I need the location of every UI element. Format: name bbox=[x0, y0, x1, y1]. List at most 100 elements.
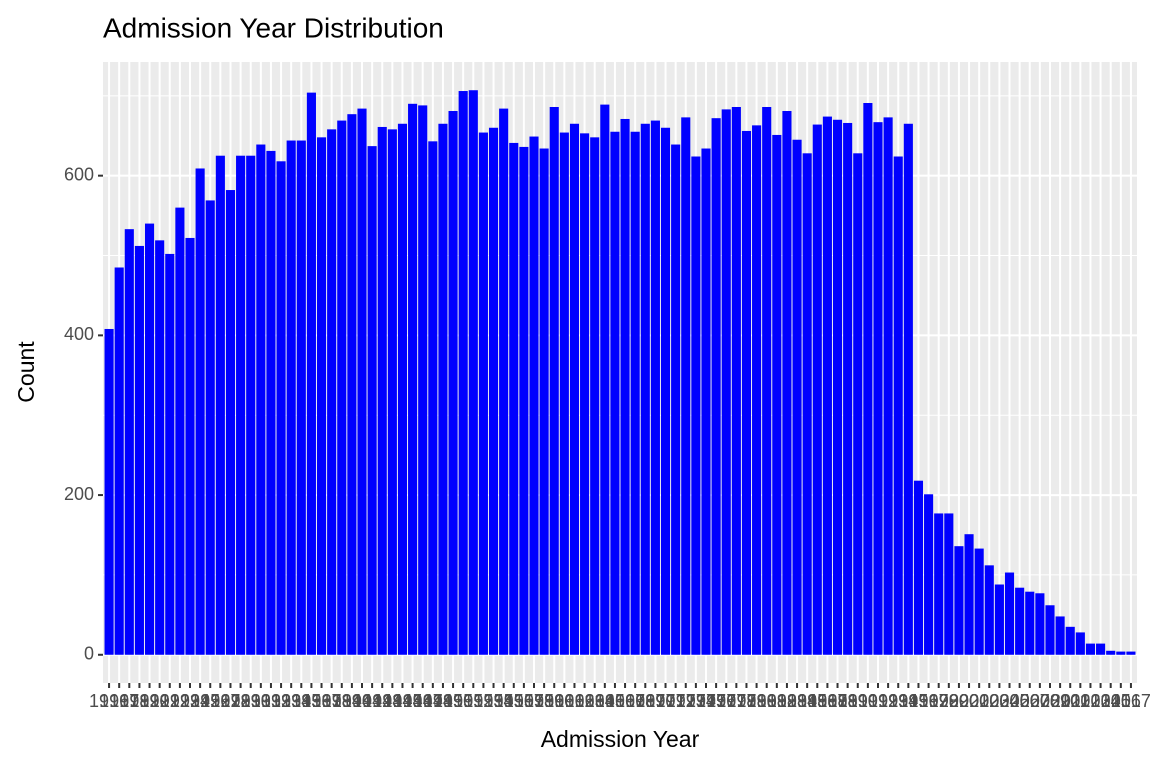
x-tick-label: 2012 bbox=[1060, 691, 1100, 711]
x-tick-label: 1960 bbox=[534, 691, 574, 711]
x-tick-label: 2016 bbox=[1101, 691, 1141, 711]
x-tick-label: 1926 bbox=[190, 691, 230, 711]
x-tick-label: 2001 bbox=[949, 691, 989, 711]
x-tick-label: 1993 bbox=[868, 691, 908, 711]
y-tick-label: 200 bbox=[64, 484, 94, 504]
bar bbox=[944, 513, 954, 655]
x-tick-label: 1937 bbox=[302, 691, 342, 711]
bar bbox=[1126, 651, 1136, 655]
bar bbox=[205, 200, 215, 655]
x-tick-label: 1995 bbox=[888, 691, 928, 711]
bar bbox=[832, 119, 843, 655]
bar bbox=[1075, 632, 1085, 655]
bar bbox=[954, 546, 964, 655]
x-tick-label: 2004 bbox=[979, 691, 1019, 711]
x-tick-label: 1967 bbox=[605, 691, 645, 711]
x-tick-label: 1968 bbox=[615, 691, 655, 711]
bar bbox=[924, 494, 934, 655]
bar bbox=[873, 122, 883, 655]
x-tick-label: 1969 bbox=[625, 691, 665, 711]
x-tick-label: 1943 bbox=[362, 691, 402, 711]
bar bbox=[741, 130, 752, 655]
bar bbox=[387, 129, 397, 655]
bar bbox=[397, 123, 408, 655]
bar bbox=[448, 110, 458, 655]
bar bbox=[185, 237, 195, 655]
bar bbox=[296, 140, 306, 655]
bar bbox=[509, 142, 519, 655]
x-tick-label: 1964 bbox=[575, 691, 615, 711]
x-tick-label: 1931 bbox=[241, 691, 281, 711]
bar bbox=[711, 118, 721, 655]
x-tick-label: 1947 bbox=[403, 691, 443, 711]
bar bbox=[691, 156, 701, 655]
x-tick-label: 1920 bbox=[130, 691, 170, 711]
bar bbox=[843, 122, 853, 655]
bar bbox=[863, 103, 873, 655]
x-tick-label: 1957 bbox=[504, 691, 544, 711]
bar bbox=[590, 137, 600, 655]
x-tick-label: 1986 bbox=[797, 691, 837, 711]
x-tick-label: 1985 bbox=[787, 691, 827, 711]
x-tick-label: 1982 bbox=[757, 691, 797, 711]
x-tick-label: 1950 bbox=[433, 691, 473, 711]
x-tick-label: 1934 bbox=[271, 691, 311, 711]
bar bbox=[984, 565, 994, 655]
x-tick-label: 1948 bbox=[413, 691, 453, 711]
x-tick-label: 1983 bbox=[767, 691, 807, 711]
bar bbox=[124, 229, 134, 655]
x-tick-label: 1966 bbox=[595, 691, 635, 711]
x-tick-label: 1933 bbox=[261, 691, 301, 711]
x-tick-label: 1972 bbox=[656, 691, 696, 711]
bar bbox=[1096, 643, 1106, 655]
bar bbox=[458, 91, 468, 655]
bar bbox=[478, 132, 488, 655]
bar bbox=[640, 123, 650, 655]
bar bbox=[721, 109, 731, 655]
bar bbox=[883, 117, 893, 655]
x-tick-label: 1939 bbox=[322, 691, 362, 711]
x-tick-label: 1988 bbox=[818, 691, 858, 711]
bar bbox=[994, 584, 1004, 655]
x-tick-label: 1998 bbox=[919, 691, 959, 711]
bar bbox=[337, 120, 347, 655]
bar bbox=[367, 146, 377, 655]
x-tick-label: 1980 bbox=[737, 691, 777, 711]
bar bbox=[246, 155, 256, 655]
x-tick-label: 1925 bbox=[180, 691, 220, 711]
x-tick-label: 2011 bbox=[1051, 691, 1090, 711]
x-tick-label: 1953 bbox=[463, 691, 503, 711]
bar bbox=[114, 267, 124, 655]
bar bbox=[428, 141, 438, 655]
x-tick-label: 1952 bbox=[453, 691, 493, 711]
x-tick-label: 1932 bbox=[251, 691, 291, 711]
bar bbox=[792, 139, 802, 655]
x-tick-label: 1970 bbox=[635, 691, 675, 711]
bar bbox=[539, 148, 549, 655]
bar bbox=[762, 106, 772, 655]
bar bbox=[377, 126, 387, 655]
bar bbox=[1106, 650, 1116, 655]
x-tick-label: 2013 bbox=[1070, 691, 1110, 711]
bar bbox=[438, 123, 448, 655]
bar bbox=[681, 117, 691, 655]
x-tick-label: 1974 bbox=[676, 691, 716, 711]
bar bbox=[468, 90, 478, 655]
x-tick-label: 1944 bbox=[372, 691, 412, 711]
y-tick-label: 600 bbox=[64, 164, 94, 184]
bar bbox=[316, 137, 327, 655]
x-tick-label: 1976 bbox=[696, 691, 736, 711]
bar bbox=[256, 144, 266, 655]
x-tick-label: 1971 bbox=[646, 691, 686, 711]
x-tick-label: 1941 bbox=[342, 691, 382, 711]
bar bbox=[1065, 626, 1075, 655]
bar bbox=[408, 103, 418, 655]
bar bbox=[853, 153, 863, 655]
x-axis-label: Admission Year bbox=[541, 726, 700, 752]
x-tick-label: 2007 bbox=[1010, 691, 1050, 711]
bar bbox=[1116, 651, 1126, 655]
bar bbox=[1085, 643, 1096, 655]
x-tick-label: 1927 bbox=[200, 691, 240, 711]
x-tick-label: 2015 bbox=[1091, 691, 1131, 711]
bar bbox=[630, 131, 640, 655]
